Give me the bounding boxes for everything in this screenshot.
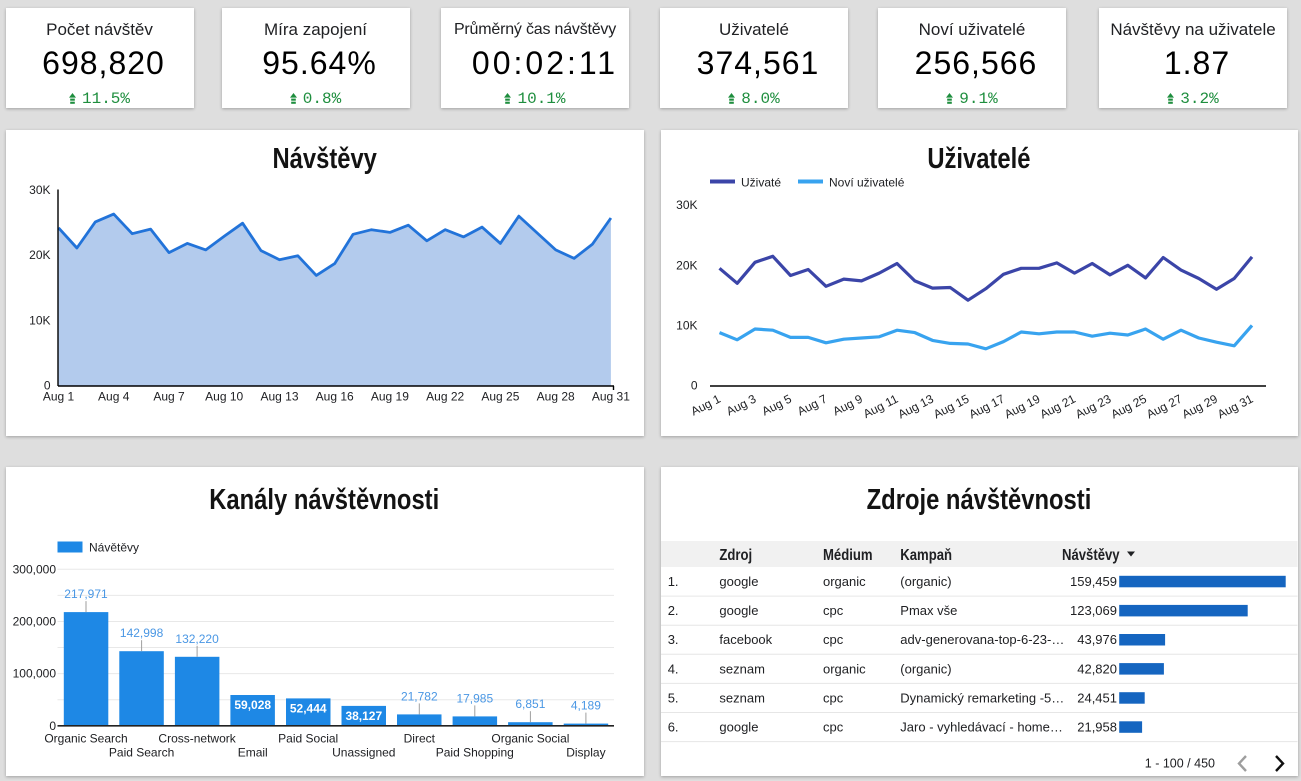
svg-text:Paid Search: Paid Search bbox=[108, 746, 173, 760]
svg-text:Aug 21: Aug 21 bbox=[1038, 392, 1079, 422]
svg-text:Aug 28: Aug 28 bbox=[536, 390, 574, 404]
svg-text:seznam: seznam bbox=[719, 690, 765, 705]
svg-text:142,998: 142,998 bbox=[119, 626, 163, 640]
svg-text:cpc: cpc bbox=[823, 720, 844, 735]
svg-text:Paid Shopping: Paid Shopping bbox=[435, 746, 513, 760]
svg-text:Aug 7: Aug 7 bbox=[795, 392, 830, 419]
svg-text:3.: 3. bbox=[668, 632, 679, 647]
svg-text:6.: 6. bbox=[668, 720, 679, 735]
svg-text:Paid Social: Paid Social bbox=[278, 732, 338, 746]
svg-text:Display: Display bbox=[566, 746, 605, 760]
svg-text:Unassigned: Unassigned bbox=[332, 746, 395, 760]
svg-text:Dynamický remarketing -5…: Dynamický remarketing -5… bbox=[900, 690, 1064, 705]
svg-text:17,985: 17,985 bbox=[456, 691, 493, 705]
svg-text:Aug 11: Aug 11 bbox=[861, 392, 901, 421]
svg-text:Email: Email bbox=[237, 746, 267, 760]
svg-text:0: 0 bbox=[49, 719, 56, 733]
svg-text:Návštěvy: Návštěvy bbox=[1062, 547, 1120, 564]
svg-text:Aug 4: Aug 4 bbox=[98, 390, 130, 404]
svg-text:21,782: 21,782 bbox=[400, 689, 437, 703]
svg-text:123,069: 123,069 bbox=[1070, 603, 1117, 618]
svg-text:6,851: 6,851 bbox=[515, 697, 545, 711]
svg-text:0: 0 bbox=[43, 379, 50, 393]
svg-text:59,028: 59,028 bbox=[234, 698, 271, 712]
svg-text:Aug 31: Aug 31 bbox=[1215, 392, 1256, 422]
svg-text:30K: 30K bbox=[676, 198, 697, 212]
svg-text:Aug 1: Aug 1 bbox=[42, 390, 74, 404]
svg-text:Návětěvy: Návětěvy bbox=[89, 541, 139, 555]
svg-text:20K: 20K bbox=[676, 258, 697, 272]
svg-text:facebook: facebook bbox=[719, 632, 772, 647]
svg-text:217,971: 217,971 bbox=[64, 587, 108, 601]
svg-text:30K: 30K bbox=[29, 183, 50, 197]
svg-text:seznam: seznam bbox=[719, 661, 765, 676]
svg-text:159,459: 159,459 bbox=[1070, 574, 1117, 589]
svg-text:Aug 7: Aug 7 bbox=[153, 390, 185, 404]
svg-text:300,000: 300,000 bbox=[12, 562, 56, 576]
svg-text:24,451: 24,451 bbox=[1077, 690, 1117, 705]
svg-text:4,189: 4,189 bbox=[570, 699, 600, 713]
svg-text:Aug 10: Aug 10 bbox=[205, 390, 243, 404]
svg-text:38,127: 38,127 bbox=[345, 709, 382, 723]
svg-text:Aug 27: Aug 27 bbox=[1144, 392, 1185, 422]
svg-text:Aug 5: Aug 5 bbox=[760, 392, 795, 419]
svg-text:Kampaň: Kampaň bbox=[900, 547, 952, 564]
svg-text:Aug 31: Aug 31 bbox=[591, 390, 629, 404]
svg-text:cpc: cpc bbox=[823, 603, 844, 618]
svg-text:(organic): (organic) bbox=[900, 574, 951, 589]
svg-text:Aug 16: Aug 16 bbox=[315, 390, 353, 404]
svg-text:10K: 10K bbox=[676, 318, 697, 332]
svg-text:1 - 100 / 450: 1 - 100 / 450 bbox=[1145, 757, 1215, 771]
svg-text:Jaro - vyhledávací - home…: Jaro - vyhledávací - home… bbox=[900, 720, 1063, 735]
svg-text:Aug 9: Aug 9 bbox=[831, 392, 866, 419]
svg-text:Pmax vše: Pmax vše bbox=[900, 603, 957, 618]
svg-text:5.: 5. bbox=[668, 690, 679, 705]
svg-text:Aug 19: Aug 19 bbox=[1002, 392, 1043, 422]
svg-text:Médium: Médium bbox=[823, 547, 873, 564]
svg-text:4.: 4. bbox=[668, 661, 679, 676]
svg-text:google: google bbox=[719, 574, 758, 589]
svg-text:Aug 25: Aug 25 bbox=[1109, 392, 1150, 422]
svg-text:Zdroj: Zdroj bbox=[719, 547, 752, 564]
svg-text:Aug 22: Aug 22 bbox=[426, 390, 464, 404]
svg-text:21,958: 21,958 bbox=[1077, 720, 1117, 735]
svg-text:Aug 23: Aug 23 bbox=[1073, 392, 1114, 422]
svg-text:Cross-network: Cross-network bbox=[158, 732, 236, 746]
svg-text:Aug 13: Aug 13 bbox=[260, 390, 298, 404]
svg-text:Direct: Direct bbox=[403, 732, 435, 746]
svg-text:0: 0 bbox=[691, 379, 698, 393]
svg-text:2.: 2. bbox=[668, 603, 679, 618]
svg-text:organic: organic bbox=[823, 661, 866, 676]
svg-text:42,820: 42,820 bbox=[1077, 661, 1117, 676]
svg-text:52,444: 52,444 bbox=[289, 701, 326, 715]
svg-text:Aug 17: Aug 17 bbox=[967, 392, 1008, 422]
svg-text:(organic): (organic) bbox=[900, 661, 951, 676]
svg-text:Uživaté: Uživaté bbox=[741, 176, 781, 190]
svg-text:43,976: 43,976 bbox=[1077, 632, 1117, 647]
svg-text:Aug 15: Aug 15 bbox=[931, 392, 972, 422]
svg-text:organic: organic bbox=[823, 574, 866, 589]
svg-text:Aug 13: Aug 13 bbox=[896, 392, 937, 422]
svg-text:10K: 10K bbox=[29, 313, 50, 327]
svg-text:cpc: cpc bbox=[823, 690, 844, 705]
svg-text:200,000: 200,000 bbox=[12, 615, 56, 629]
svg-text:adv-generovana-top-6-23-…: adv-generovana-top-6-23-… bbox=[900, 632, 1064, 647]
svg-text:Aug 1: Aug 1 bbox=[689, 392, 724, 419]
svg-text:cpc: cpc bbox=[823, 632, 844, 647]
svg-text:Aug 19: Aug 19 bbox=[370, 390, 408, 404]
svg-text:Organic Social: Organic Social bbox=[491, 732, 569, 746]
svg-text:100,000: 100,000 bbox=[12, 667, 56, 681]
svg-text:20K: 20K bbox=[29, 248, 50, 262]
svg-text:132,220: 132,220 bbox=[175, 632, 219, 646]
svg-text:1.: 1. bbox=[668, 574, 679, 589]
svg-text:Aug 29: Aug 29 bbox=[1180, 392, 1221, 422]
svg-text:Noví uživatelé: Noví uživatelé bbox=[829, 176, 905, 190]
svg-text:google: google bbox=[719, 720, 758, 735]
svg-text:Aug 25: Aug 25 bbox=[481, 390, 519, 404]
svg-text:Organic Search: Organic Search bbox=[44, 732, 127, 746]
svg-text:google: google bbox=[719, 603, 758, 618]
svg-text:Aug 3: Aug 3 bbox=[724, 392, 759, 419]
